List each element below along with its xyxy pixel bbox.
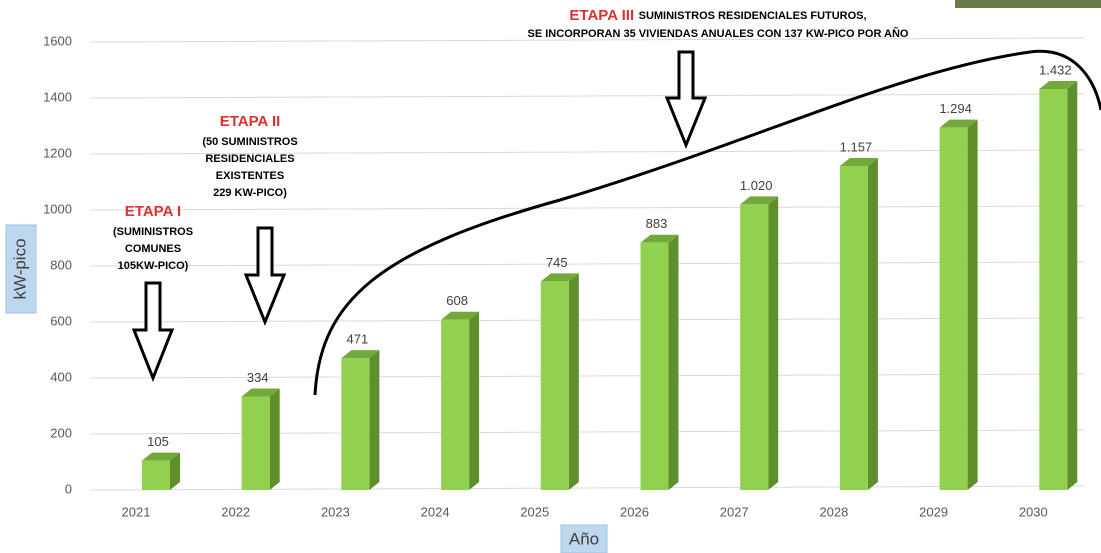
bar-side — [1067, 81, 1078, 490]
annotation-line: RESIDENCIALES — [205, 153, 294, 165]
x-tick-label: 2026 — [620, 504, 649, 519]
bar — [1039, 89, 1068, 490]
y-tick-label: 1000 — [43, 201, 72, 216]
bar-top — [241, 388, 280, 397]
bars: 2021 105 2022 334 2023 471 2024 608 2025 745 2026 8… — [122, 62, 1078, 519]
bar — [640, 242, 669, 490]
arrow — [664, 50, 708, 150]
annotation-line: EXISTENTES — [216, 170, 284, 182]
y-axis-label: kW-pico — [10, 238, 29, 299]
bar-top — [540, 273, 579, 282]
bar — [540, 281, 569, 490]
y-tick-label: 400 — [50, 369, 72, 384]
x-tick-label: 2028 — [819, 504, 848, 519]
x-axis-label: Año — [569, 529, 599, 548]
annotation-line: SE INCORPORAN 35 VIVIENDAS ANUALES CON 1… — [528, 27, 909, 40]
value-label: 105 — [147, 434, 169, 449]
annotation-line: COMUNES — [125, 243, 181, 255]
bar — [241, 396, 270, 490]
value-label: 1.432 — [1039, 62, 1072, 77]
y-tick-label: 1400 — [43, 89, 72, 104]
y-tick-label: 1600 — [43, 33, 72, 48]
x-tick-label: 2022 — [221, 504, 250, 519]
annotation-title: ETAPA III — [569, 7, 634, 24]
bar-side — [668, 234, 679, 490]
bar-top — [341, 350, 380, 359]
arrow — [131, 281, 175, 383]
value-label: 883 — [646, 216, 668, 231]
value-label: 471 — [347, 332, 369, 347]
bar-top — [142, 452, 180, 461]
x-tick-label: 2030 — [1019, 504, 1048, 519]
bar-side — [768, 196, 779, 490]
arrow — [243, 226, 287, 327]
grid-line — [89, 261, 1086, 267]
annotation-line: 229 KW-PICO) — [213, 187, 287, 199]
x-tick-label: 2024 — [421, 504, 450, 519]
bar-top — [1039, 81, 1078, 90]
annotation: ETAPA III SUMINISTROS RESIDENCIALES FUTU… — [569, 7, 866, 24]
value-label: 1.157 — [840, 139, 873, 154]
bar-side — [469, 311, 480, 490]
annotation-line: 105KW-PICO) — [118, 260, 189, 272]
arrows — [131, 50, 708, 383]
value-label: 745 — [546, 255, 568, 270]
bar-side — [269, 388, 280, 490]
grid-line — [89, 317, 1086, 323]
bar-top — [839, 158, 878, 167]
bar — [441, 319, 470, 490]
x-tick-label: 2027 — [720, 504, 749, 519]
y-tick-label: 600 — [50, 313, 72, 328]
y-label-box — [5, 224, 37, 314]
y-tick-label: 200 — [50, 425, 72, 440]
bar — [839, 166, 868, 491]
x-tick-label: 2025 — [520, 504, 549, 519]
bar — [341, 358, 370, 490]
y-tick-label: 0 — [65, 481, 72, 496]
bar-side — [867, 158, 878, 491]
corner-image — [955, 0, 1101, 8]
grid-line — [89, 149, 1086, 155]
bar — [142, 460, 170, 490]
growth-curve — [313, 49, 1101, 396]
grid-line — [89, 37, 1086, 43]
annotation-title: ETAPA I — [125, 203, 181, 220]
bar-top — [740, 196, 779, 205]
value-label: 334 — [247, 370, 269, 385]
bar-side — [369, 350, 380, 490]
value-label: 1.294 — [939, 101, 972, 116]
annotation-line: (SUMINISTROS — [113, 226, 193, 238]
grid-line — [89, 93, 1086, 99]
annotation-title: ETAPA II — [220, 113, 281, 130]
bar-top — [939, 119, 978, 128]
bar-top — [640, 234, 679, 243]
bar-side — [568, 273, 579, 490]
grid-line — [89, 429, 1086, 435]
bar — [740, 204, 769, 490]
grid-line — [89, 205, 1086, 211]
value-label: 1.020 — [740, 178, 773, 193]
grid-line — [89, 373, 1086, 379]
y-tick-label: 800 — [50, 257, 72, 272]
x-label-box — [560, 524, 608, 553]
bar — [939, 127, 968, 491]
annotation-line: SUMINISTROS RESIDENCIALES FUTUROS, — [639, 10, 867, 22]
grid: 0 200 400 600 800 1000 1200 1400 1600 — [43, 33, 1086, 496]
x-tick-label: 2023 — [321, 504, 350, 519]
y-tick-label: 1200 — [43, 145, 72, 160]
bar-side — [170, 452, 180, 490]
grid-line — [89, 485, 1086, 491]
annotation-line: (50 SUMINISTROS — [202, 136, 297, 148]
bar-top — [441, 311, 480, 320]
x-tick-label: 2029 — [919, 504, 948, 519]
x-tick-label: 2021 — [122, 504, 151, 519]
bar-side — [967, 119, 978, 491]
value-label: 608 — [446, 293, 468, 308]
